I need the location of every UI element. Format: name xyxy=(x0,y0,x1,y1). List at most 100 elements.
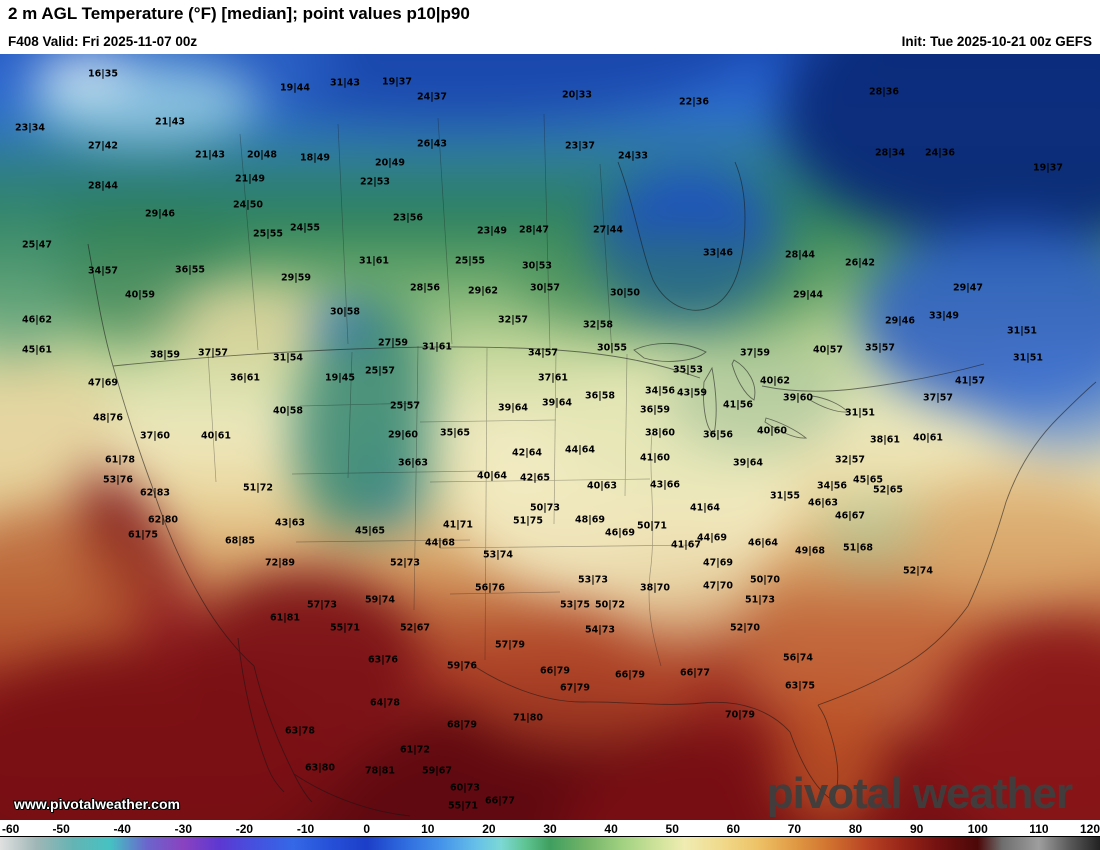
coastline-east xyxy=(967,381,1097,607)
state-borders xyxy=(207,113,701,667)
point-value: 24|50 xyxy=(233,199,263,211)
colorbar-tick-label: 30 xyxy=(543,822,557,836)
colorbar-tick-label: 60 xyxy=(726,822,741,836)
colorbar-tick-label: 0 xyxy=(363,822,370,836)
point-value: 18|49 xyxy=(300,152,330,164)
lake-huron xyxy=(731,359,756,401)
point-value: 41|56 xyxy=(723,399,753,411)
point-value: 57|79 xyxy=(495,639,525,651)
point-value: 29|62 xyxy=(468,285,498,297)
point-value: 70|79 xyxy=(725,709,755,721)
colorbar-tick-label: 90 xyxy=(909,822,924,836)
point-value: 66|77 xyxy=(485,795,515,807)
point-value: 55|71 xyxy=(448,800,478,812)
point-value: 48|76 xyxy=(93,412,123,424)
point-value: 36|56 xyxy=(703,429,733,441)
point-value: 66|79 xyxy=(540,665,570,677)
point-value: 32|57 xyxy=(835,454,865,466)
hudson-bay-outline xyxy=(617,161,746,311)
coastline-gulf xyxy=(467,661,791,733)
point-value: 22|53 xyxy=(360,176,390,188)
point-value: 68|79 xyxy=(447,719,477,731)
point-value: 66|79 xyxy=(615,669,645,681)
point-value: 23|34 xyxy=(15,122,45,134)
point-values-layer: 16|35 19|44 31|43 19|37 24|37 20|33 22|36 28|36… xyxy=(0,54,1100,820)
point-value: 56|74 xyxy=(783,652,813,664)
point-value: 35|65 xyxy=(440,427,470,439)
point-value: 31|61 xyxy=(422,341,452,353)
point-value: 39|60 xyxy=(783,392,813,404)
point-value: 29|46 xyxy=(885,315,915,327)
point-value: 35|53 xyxy=(673,364,703,376)
point-value: 25|57 xyxy=(390,400,420,412)
colorbar-tick-label: 50 xyxy=(665,822,679,836)
colorbar-tick-label: 110 xyxy=(1029,822,1049,836)
point-value: 39|64 xyxy=(733,457,763,469)
temperature-field xyxy=(0,54,1100,820)
point-value: 24|55 xyxy=(290,222,320,234)
point-value: 50|72 xyxy=(595,599,625,611)
field-blob xyxy=(600,534,760,644)
coastline-west xyxy=(87,243,255,667)
point-value: 20|33 xyxy=(562,89,592,101)
point-value: 29|46 xyxy=(145,208,175,220)
point-value: 57|73 xyxy=(307,599,337,611)
point-value: 40|64 xyxy=(477,470,507,482)
valid-time-label: F408 Valid: Fri 2025-11-07 00z xyxy=(8,33,198,49)
point-value: 63|76 xyxy=(368,654,398,666)
point-value: 29|44 xyxy=(793,289,823,301)
point-value: 46|69 xyxy=(605,527,635,539)
point-value: 36|55 xyxy=(175,264,205,276)
point-value: 63|78 xyxy=(285,725,315,737)
colorbar-tick-label: -10 xyxy=(296,822,315,836)
point-value: 27|59 xyxy=(378,337,408,349)
point-value: 23|49 xyxy=(477,225,507,237)
point-value: 46|67 xyxy=(835,510,865,522)
point-value: 34|57 xyxy=(528,347,558,359)
point-value: 26|43 xyxy=(417,138,447,150)
point-value: 33|46 xyxy=(703,247,733,259)
colorbar-tick-label: 40 xyxy=(604,822,618,836)
point-value: 28|56 xyxy=(410,282,440,294)
point-value: 38|59 xyxy=(150,349,180,361)
coastline-baja-inner xyxy=(237,637,285,793)
point-value: 30|58 xyxy=(330,306,360,318)
point-value: 67|79 xyxy=(560,682,590,694)
point-value: 47|69 xyxy=(88,377,118,389)
point-value: 40|62 xyxy=(760,375,790,387)
point-value: 20|49 xyxy=(375,157,405,169)
point-value: 60|73 xyxy=(450,782,480,794)
coastline-florida xyxy=(789,704,839,801)
colorbar-ticks: -60 -50 -40 -30 -20 -10 0 10 20 30 40 50 60 70 80 90 100… xyxy=(0,820,1100,836)
colorbar-tick-label: 80 xyxy=(848,822,863,836)
field-blob xyxy=(312,302,372,344)
point-value: 25|47 xyxy=(22,239,52,251)
point-value: 26|42 xyxy=(845,257,875,269)
point-value: 50|70 xyxy=(750,574,780,586)
point-value: 61|72 xyxy=(400,744,430,756)
map-canvas: 16|35 19|44 31|43 19|37 24|37 20|33 22|36 28|36… xyxy=(0,54,1100,820)
point-value: 59|76 xyxy=(447,660,477,672)
point-value: 34|56 xyxy=(817,480,847,492)
point-value: 53|75 xyxy=(560,599,590,611)
coastline-baja xyxy=(253,665,313,803)
point-value: 24|36 xyxy=(925,147,955,159)
point-value: 36|61 xyxy=(230,372,260,384)
point-value: 43|63 xyxy=(275,517,305,529)
point-value: 72|89 xyxy=(265,557,295,569)
field-blob xyxy=(340,409,435,534)
point-value: 42|65 xyxy=(520,472,550,484)
point-value: 19|37 xyxy=(382,76,412,88)
colorbar-tick-label: 70 xyxy=(787,822,802,836)
point-value: 53|74 xyxy=(483,549,513,561)
map-title: 2 m AGL Temperature (°F) [median]; point… xyxy=(8,4,470,23)
lake-ontario xyxy=(809,395,850,413)
point-value: 37|61 xyxy=(538,372,568,384)
map-borders xyxy=(87,113,1097,817)
point-value: 54|73 xyxy=(585,624,615,636)
point-value: 21|43 xyxy=(195,149,225,161)
point-value: 47|69 xyxy=(703,557,733,569)
point-value: 29|60 xyxy=(388,429,418,441)
field-blob xyxy=(35,54,135,94)
point-value: 19|45 xyxy=(325,372,355,384)
